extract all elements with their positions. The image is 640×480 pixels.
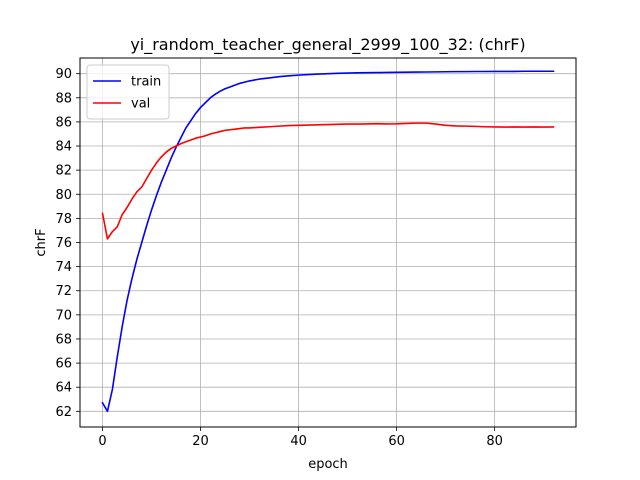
y-tick-label: 82 (55, 164, 72, 179)
y-tick-label: 64 (55, 381, 72, 396)
x-tick-label: 60 (388, 434, 405, 449)
chart-title: yi_random_teacher_general_2999_100_32: (… (130, 35, 525, 55)
y-tick-label: 90 (55, 67, 72, 82)
legend-box (86, 64, 170, 120)
grid (80, 58, 576, 427)
y-tick-label: 76 (55, 236, 72, 251)
y-tick-label: 88 (55, 91, 72, 106)
x-tick-label: 40 (290, 434, 307, 449)
y-tick-label: 80 (55, 188, 72, 203)
series-line-train (101, 70, 555, 413)
y-tick-label: 66 (55, 357, 72, 372)
series-layer (101, 70, 555, 413)
y-tick-label: 68 (55, 332, 72, 347)
x-tick-label: 80 (486, 434, 503, 449)
y-tick-label: 70 (55, 308, 72, 323)
x-axis-title: epoch (308, 457, 348, 472)
y-tick-label: 78 (55, 212, 72, 227)
y-tick-label: 72 (55, 284, 72, 299)
series-line-val (101, 122, 555, 240)
legend-label-train: train (131, 75, 161, 90)
legend-label-val: val (131, 97, 150, 112)
y-tick-label: 74 (55, 260, 72, 275)
x-tick-label: 0 (98, 434, 106, 449)
ticks: 0 20 40 60 80 62 64 66 68 70 72 74 76 78 80 82 84 86 88 90 (55, 67, 502, 449)
y-axis-title: chrF (34, 228, 49, 256)
legend: train val (86, 64, 170, 120)
y-tick-label: 62 (55, 405, 72, 420)
x-tick-label: 20 (192, 434, 209, 449)
y-tick-label: 84 (55, 140, 72, 155)
y-tick-label: 86 (55, 115, 72, 130)
